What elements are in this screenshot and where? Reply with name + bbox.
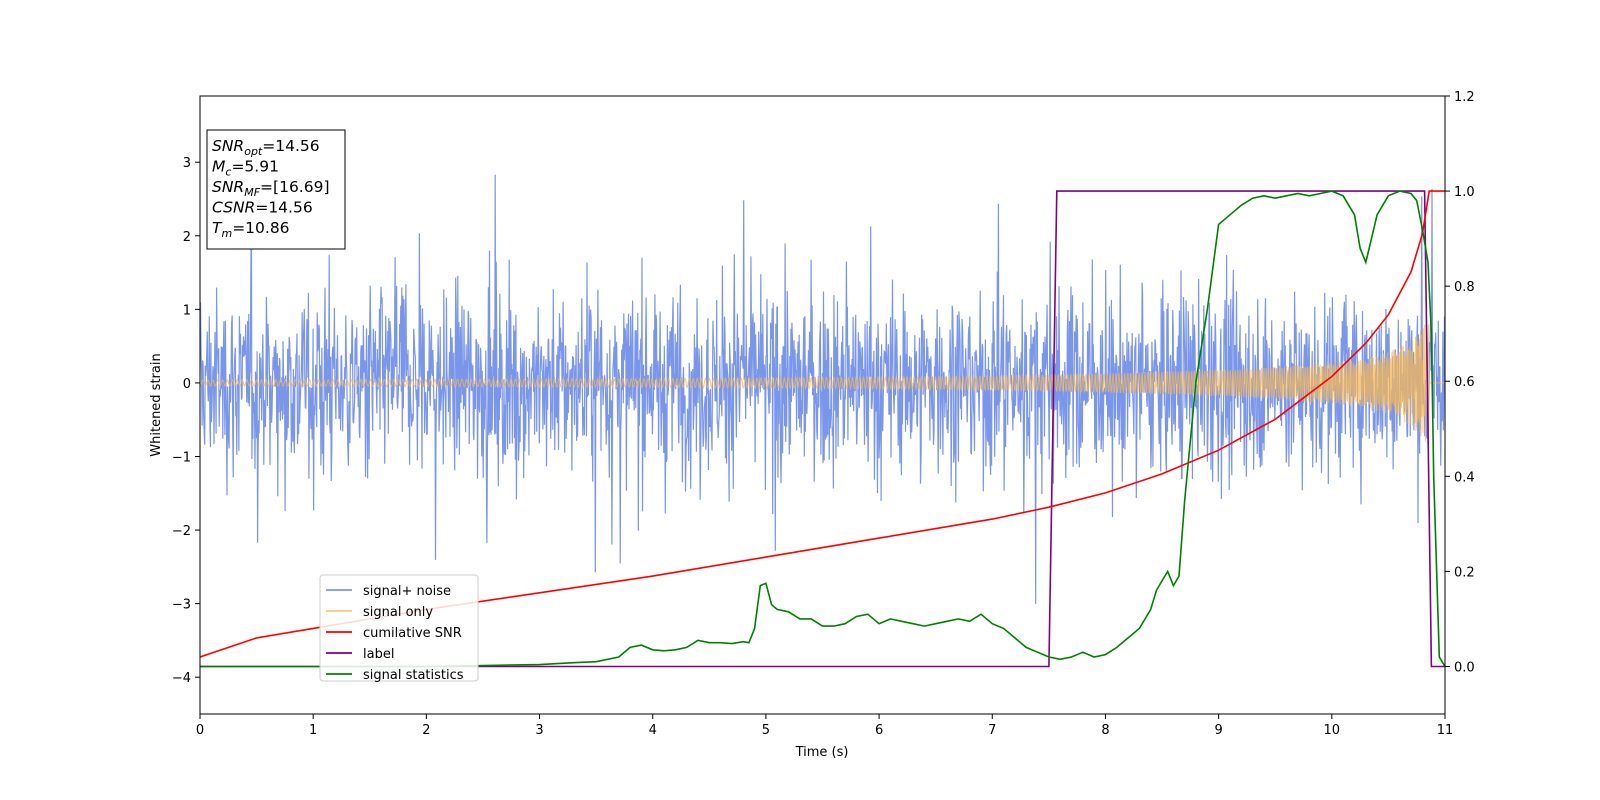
y-tick-label: 2	[183, 230, 191, 245]
x-tick-label: 1	[309, 723, 317, 738]
legend-label: label	[363, 647, 394, 662]
stats-annotation-line: SNRopt=14.56	[212, 137, 320, 158]
y2-tick-label: 1.0	[1454, 185, 1475, 200]
stats-annotation-subscript: MF	[244, 186, 260, 199]
legend: signal+ noise signal only cumilative SNR la…	[319, 574, 479, 683]
legend-label: signal+ noise	[363, 584, 451, 599]
x-tick-label: 2	[422, 723, 430, 738]
x-tick-label: 3	[535, 723, 543, 738]
y-tick-label: −2	[172, 524, 191, 539]
x-axis-label: Time (s)	[795, 745, 849, 760]
series-signal-only	[200, 322, 1445, 442]
y-tick-label: 0	[183, 377, 191, 392]
x-tick-label: 4	[649, 723, 657, 738]
stats-annotation-value: =5.91	[231, 158, 279, 176]
stats-annotation-frame	[206, 129, 346, 250]
stats-annotation-symbol: T	[212, 219, 223, 237]
plot-area	[199, 95, 1446, 715]
y-tick-label: −3	[172, 598, 191, 613]
stats-annotation-box: SNRopt=14.56Mc=5.91SNRMF=[16.69]CSNR=14.…	[206, 129, 346, 250]
y2-tick-label: 1.2	[1454, 90, 1475, 105]
x-tick-label: 9	[1214, 723, 1222, 738]
y2-tick-label: 0.6	[1454, 375, 1475, 390]
stats-annotation-value: =14.56	[255, 199, 312, 217]
y-tick-label: 3	[183, 156, 191, 171]
y2-tick-label: 0.2	[1454, 565, 1475, 580]
stats-annotation-subscript: opt	[244, 145, 263, 158]
stats-annotation-line: SNRMF=[16.69]	[212, 178, 330, 199]
y-tick-label: −1	[172, 451, 191, 466]
stats-annotation-value: =10.86	[232, 219, 289, 237]
series-signal-statistics	[200, 190, 1445, 668]
x-tick-label: 11	[1437, 723, 1454, 738]
x-tick-label: 8	[1101, 723, 1109, 738]
legend-label: signal only	[363, 605, 433, 620]
stats-annotation-symbol: CSNR	[212, 199, 255, 217]
stats-annotation-subscript: m	[221, 227, 232, 240]
stats-annotation-subscript: c	[225, 166, 231, 179]
x-tick-label: 0	[196, 723, 204, 738]
stats-annotation-symbol: SNR	[212, 137, 244, 155]
y2-tick-label: 0.4	[1454, 470, 1475, 485]
stats-annotation-line: Tm=10.86	[212, 219, 290, 240]
series-signal-plus-noise	[200, 174, 1445, 604]
legend-label: cumilative SNR	[363, 626, 462, 641]
plot-frame	[199, 95, 1446, 715]
stats-annotation-symbol: M	[212, 158, 225, 176]
stats-annotation-line: Mc=5.91	[212, 158, 279, 179]
legend-label: signal statistics	[363, 668, 464, 683]
x-tick-label: 5	[762, 723, 770, 738]
stats-annotation-value: =14.56	[262, 137, 319, 155]
stats-annotation-symbol: SNR	[212, 178, 244, 196]
y-axis-label: Whitened strain	[149, 353, 164, 456]
series-label	[200, 190, 1445, 668]
stats-annotation-value: =[16.69]	[260, 178, 329, 196]
y-tick-label: 1	[183, 303, 191, 318]
series-cumulative-snr	[200, 190, 1445, 658]
legend-frame	[319, 574, 479, 682]
x-tick-label: 6	[875, 723, 883, 738]
y-axis-right: 0.0 0.2 0.4 0.6 0.8 1.0 1.2	[1445, 90, 1475, 675]
x-axis: 0 1 2 3 4 5 6 7 8 9 10 11	[196, 714, 1453, 738]
y-tick-label: −4	[172, 671, 191, 686]
y2-tick-label: 0.0	[1454, 660, 1475, 675]
y2-tick-label: 0.8	[1454, 280, 1475, 295]
series-layer	[200, 174, 1445, 668]
stats-annotation-line: CSNR=14.56	[212, 199, 313, 217]
y-axis-left: −4 −3 −2 −1 0 1 2 3	[172, 156, 200, 686]
x-tick-label: 7	[988, 723, 996, 738]
x-tick-label: 10	[1324, 723, 1341, 738]
